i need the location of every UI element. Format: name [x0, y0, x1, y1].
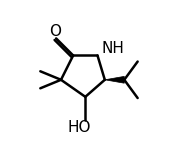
Text: NH: NH — [101, 41, 124, 56]
Text: HO: HO — [68, 120, 91, 135]
Polygon shape — [105, 76, 124, 83]
Text: O: O — [49, 24, 61, 39]
